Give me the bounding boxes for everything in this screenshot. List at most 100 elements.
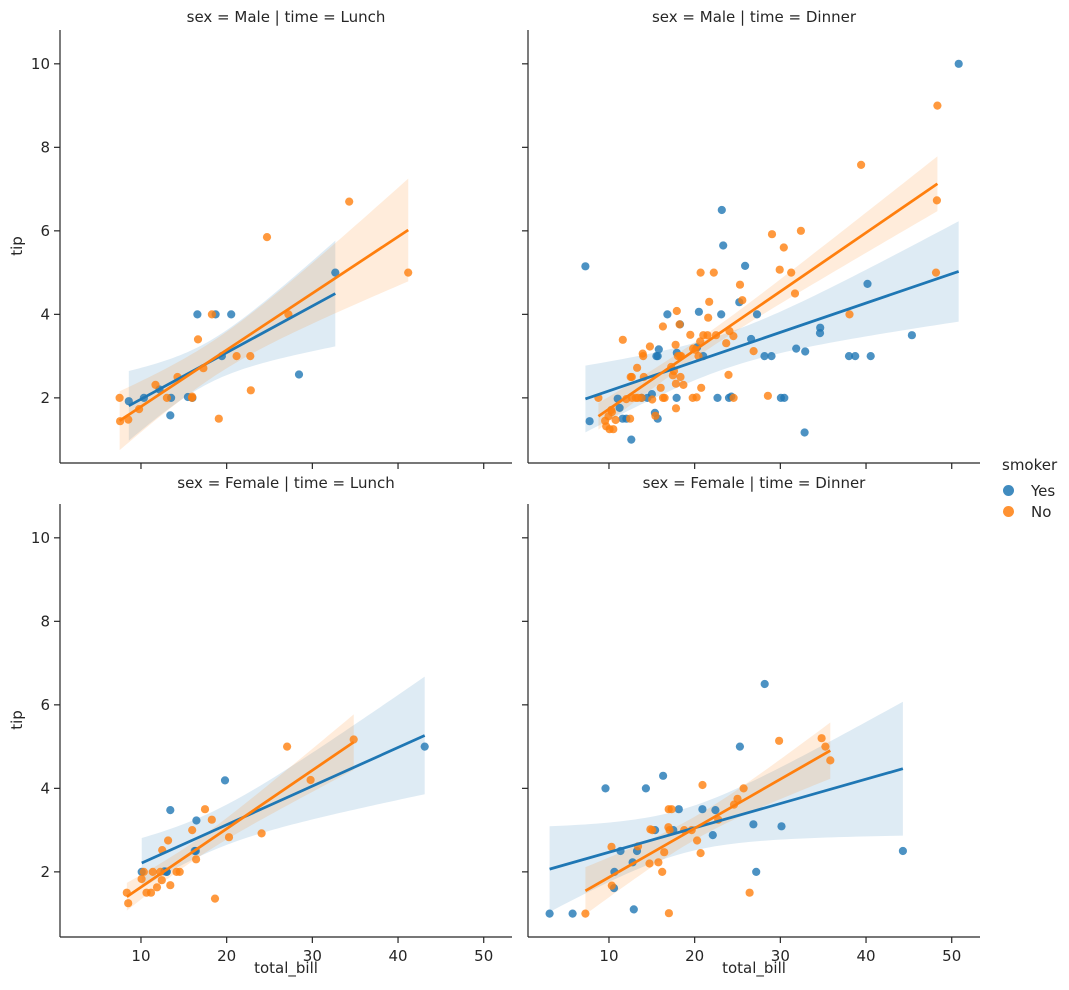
ci-band-no <box>585 722 831 915</box>
data-point <box>658 393 668 402</box>
data-point <box>671 379 681 388</box>
data-point <box>821 742 830 751</box>
data-point <box>164 836 173 845</box>
x-tick-label: 20 <box>685 947 704 965</box>
data-point <box>694 352 703 361</box>
data-point <box>162 393 171 402</box>
data-point <box>601 416 610 425</box>
data-point <box>148 867 157 877</box>
y-axis-label-top: tip <box>8 236 26 256</box>
data-point <box>760 679 769 689</box>
data-point <box>193 310 202 319</box>
ci-band-no <box>119 178 409 451</box>
data-point <box>674 805 683 814</box>
data-point <box>671 404 681 413</box>
data-point <box>633 393 643 402</box>
data-point <box>745 888 754 897</box>
data-point <box>224 833 234 842</box>
x-tick-label: 30 <box>771 947 790 965</box>
data-point <box>733 794 742 803</box>
data-point <box>826 756 835 765</box>
data-point <box>654 345 663 354</box>
x-tick-label: 50 <box>474 947 493 965</box>
data-point <box>767 352 776 361</box>
facet-title-female-lunch: sex = Female | time = Lunch <box>177 474 395 492</box>
data-point <box>792 344 801 353</box>
x-axis-label-left: total_bill <box>254 959 318 977</box>
data-point <box>626 414 635 423</box>
ci-band-no <box>598 156 938 430</box>
data-point <box>739 784 748 793</box>
data-point <box>671 340 680 349</box>
data-point <box>703 331 712 340</box>
facet-female-dinner: 10 20 30 40 50 <box>522 504 980 965</box>
legend-entry-yes-label: Yes <box>1031 481 1056 500</box>
data-point <box>749 347 758 356</box>
legend-entry-no: No <box>998 501 1057 522</box>
data-point <box>639 352 648 361</box>
data-point <box>345 197 354 206</box>
y-tick-label: 10 <box>31 55 50 73</box>
regression-line-no <box>597 182 939 418</box>
data-point <box>188 826 197 835</box>
regression-line-no <box>118 228 409 422</box>
data-point <box>724 370 733 379</box>
facet-title-female-dinner: sex = Female | time = Dinner <box>642 474 866 492</box>
data-point <box>713 393 722 402</box>
smoker-yes-marker-icon <box>1003 485 1014 496</box>
data-point <box>151 380 160 389</box>
scatter-yes <box>545 679 908 918</box>
data-point <box>697 383 706 392</box>
data-point <box>615 403 624 412</box>
data-point <box>152 883 162 892</box>
regression-line-yes <box>584 270 960 401</box>
data-point <box>704 313 713 322</box>
ci-band-no <box>126 714 354 911</box>
data-point <box>708 831 717 840</box>
facet-title-male-lunch: sex = Male | time = Lunch <box>186 8 386 26</box>
data-point <box>585 417 594 426</box>
data-point <box>146 888 156 897</box>
data-point <box>648 826 657 835</box>
data-point <box>863 279 872 288</box>
data-point <box>717 310 726 319</box>
y-tick-label: 4 <box>40 305 50 323</box>
data-point <box>780 393 789 402</box>
data-point <box>796 226 806 235</box>
data-point <box>667 805 676 814</box>
x-tick-label: 50 <box>942 947 961 965</box>
data-point <box>172 867 181 877</box>
data-point <box>679 380 688 389</box>
y-tick-label: 6 <box>40 222 50 240</box>
data-point <box>672 393 681 402</box>
data-point <box>672 306 681 316</box>
legend: smoker Yes No <box>998 456 1057 522</box>
x-tick-label: 10 <box>131 947 150 965</box>
data-point <box>601 784 610 793</box>
data-point <box>866 352 875 361</box>
data-point <box>294 370 304 379</box>
data-point <box>931 268 941 277</box>
data-point <box>607 842 616 851</box>
data-point <box>907 331 917 340</box>
data-point <box>207 310 216 319</box>
data-point <box>729 393 738 402</box>
regression-line-no <box>584 749 831 893</box>
data-point <box>752 310 762 319</box>
data-point <box>738 296 747 305</box>
regression-line-no <box>126 740 355 898</box>
data-point <box>698 805 707 814</box>
data-point <box>801 347 810 356</box>
data-point <box>763 391 773 400</box>
data-point <box>694 307 704 316</box>
data-point <box>933 101 942 110</box>
data-point <box>686 330 695 339</box>
facet-male-dinner <box>522 30 980 469</box>
y-tick-label: 2 <box>40 389 50 407</box>
data-point <box>651 411 660 420</box>
data-point <box>627 372 636 382</box>
data-point <box>220 776 230 785</box>
data-point <box>696 268 705 277</box>
data-point <box>665 826 674 835</box>
